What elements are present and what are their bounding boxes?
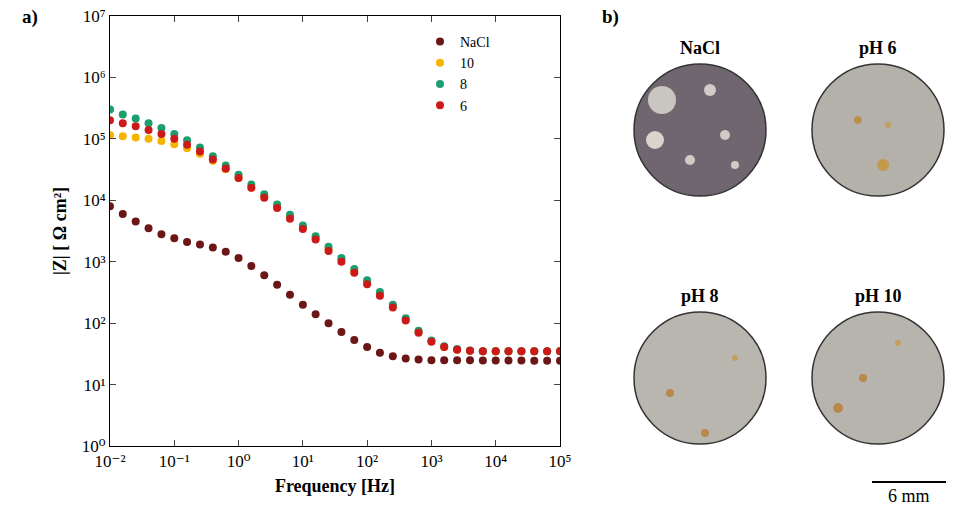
svg-text:6: 6 <box>460 99 467 114</box>
svg-text:10⁴: 10⁴ <box>83 191 106 210</box>
svg-text:8: 8 <box>460 77 467 92</box>
svg-text:10⁶: 10⁶ <box>83 68 106 87</box>
svg-text:10²: 10² <box>356 452 378 471</box>
svg-text:Frequency [Hz]: Frequency [Hz] <box>275 476 395 496</box>
svg-text:10⁻¹: 10⁻¹ <box>159 452 190 471</box>
svg-text:10³: 10³ <box>83 253 105 272</box>
svg-text:NaCl: NaCl <box>680 38 720 58</box>
svg-text:10⁰: 10⁰ <box>82 437 106 456</box>
svg-text:10⁷: 10⁷ <box>83 7 106 26</box>
svg-text:10¹: 10¹ <box>83 376 105 395</box>
svg-text:pH 8: pH 8 <box>681 286 719 306</box>
svg-text:NaCl: NaCl <box>460 35 490 50</box>
svg-text:6 mm: 6 mm <box>888 486 930 506</box>
svg-text:pH 6: pH 6 <box>859 38 897 58</box>
svg-text:10³: 10³ <box>420 452 442 471</box>
svg-text:|Z| [ Ω cm²]: |Z| [ Ω cm²] <box>50 187 70 275</box>
svg-text:10⁴: 10⁴ <box>484 452 507 471</box>
svg-text:10: 10 <box>460 56 474 71</box>
svg-text:10⁻²: 10⁻² <box>94 452 125 471</box>
svg-text:10¹: 10¹ <box>292 452 314 471</box>
svg-text:10²: 10² <box>83 314 105 333</box>
svg-text:10⁵: 10⁵ <box>549 452 572 471</box>
svg-text:a): a) <box>22 6 38 28</box>
svg-text:b): b) <box>602 6 619 28</box>
svg-text:10⁵: 10⁵ <box>83 130 106 149</box>
svg-text:10⁰: 10⁰ <box>227 452 251 471</box>
svg-text:pH 10: pH 10 <box>855 286 902 306</box>
